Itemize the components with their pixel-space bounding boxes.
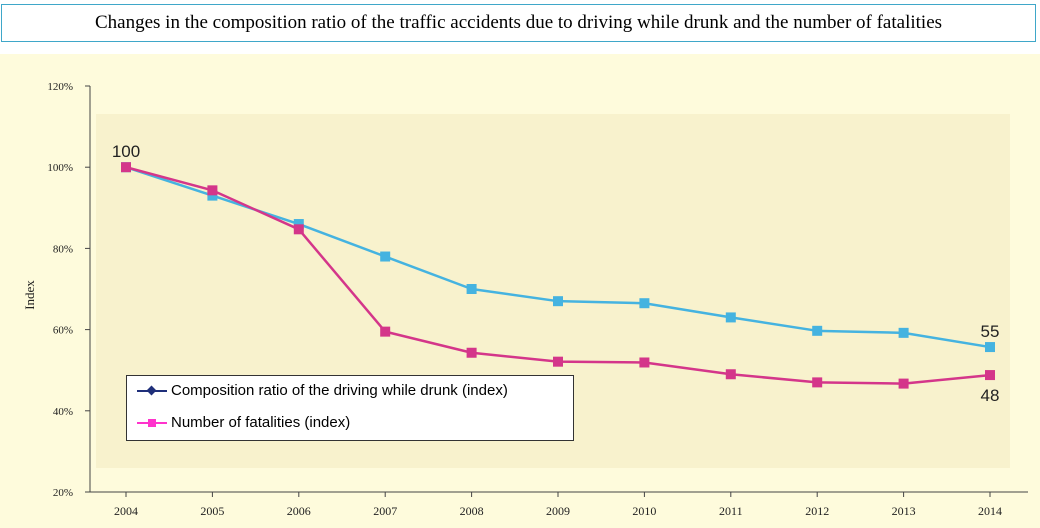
y-tick-label: 20%: [53, 487, 73, 499]
x-tick-label: 2012: [805, 504, 829, 518]
legend-marker-composition: [146, 385, 157, 395]
chart-title: Changes in the composition ratio of the …: [1, 4, 1036, 42]
data-point: [553, 296, 563, 307]
data-point: [812, 325, 823, 336]
x-tick-label: 2007: [373, 504, 397, 518]
data-label: 55: [981, 322, 1000, 341]
legend-label-composition: Composition ratio of the driving while d…: [171, 382, 508, 399]
x-tick-label: 2008: [460, 504, 484, 518]
legend-marker-fatalities: [148, 418, 156, 427]
data-point: [725, 312, 736, 323]
data-point: [466, 347, 477, 358]
x-tick-label: 2013: [892, 504, 916, 518]
x-tick-label: 2011: [719, 504, 743, 518]
data-point: [639, 357, 650, 368]
data-point: [466, 284, 477, 294]
legend-item-fatalities: Number of fatalities (index): [137, 414, 351, 431]
data-point: [639, 298, 650, 309]
line-chart: 120% 100% 80% 60% 40% 20% 2004 2005 2006 2007 2008…: [22, 81, 1028, 518]
data-point: [207, 190, 218, 201]
y-tick-label: 80%: [53, 243, 73, 255]
data-point: [553, 356, 563, 367]
data-label: 100: [112, 142, 140, 161]
x-tick-label: 2005: [200, 504, 224, 518]
x-tick-label: 2004: [114, 504, 138, 518]
x-tick-label: 2009: [546, 504, 570, 518]
chart-area: 120% 100% 80% 60% 40% 20% 2004 2005 2006 2007 2008…: [0, 54, 1040, 528]
x-tick-label: 2014: [978, 504, 1002, 518]
y-tick-label: 100%: [47, 162, 73, 174]
data-point: [293, 219, 304, 230]
y-tick-label: 120%: [47, 81, 73, 93]
legend: Composition ratio of the driving while d…: [126, 375, 574, 441]
data-point: [985, 370, 995, 381]
data-point: [380, 326, 391, 337]
data-point: [121, 162, 131, 173]
y-tick-label: 40%: [53, 406, 73, 418]
data-point: [207, 185, 218, 196]
data-point: [293, 224, 304, 235]
data-label: 48: [981, 386, 1000, 405]
x-tick-label: 2006: [287, 504, 311, 518]
data-point: [985, 342, 995, 353]
y-axis-label: Index: [22, 280, 37, 310]
x-tick-label: 2010: [632, 504, 656, 518]
data-point: [812, 377, 823, 388]
data-point: [898, 378, 909, 389]
legend-item-composition: Composition ratio of the driving while d…: [137, 382, 508, 399]
data-point: [380, 251, 391, 262]
legend-label-fatalities: Number of fatalities (index): [171, 414, 351, 431]
data-point: [725, 369, 736, 380]
y-tick-label: 60%: [53, 325, 73, 337]
data-point: [898, 327, 909, 338]
